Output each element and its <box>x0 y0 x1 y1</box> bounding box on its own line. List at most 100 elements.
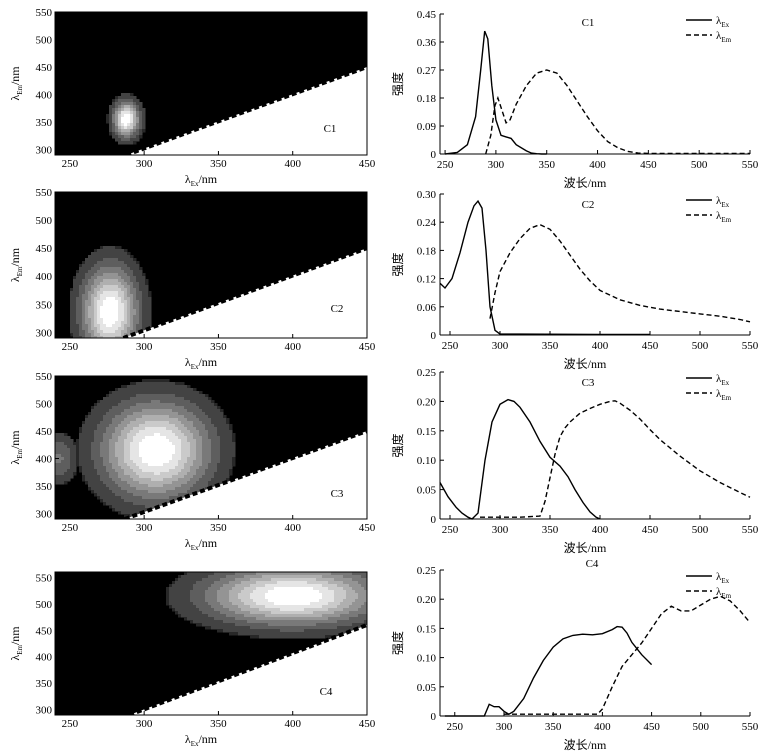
intensity-cell <box>283 626 287 630</box>
intensity-cell <box>343 596 347 600</box>
intensity-cell <box>130 487 134 491</box>
intensity-cell <box>94 327 98 331</box>
intensity-cell <box>142 490 146 494</box>
intensity-cell <box>334 590 338 594</box>
intensity-cell <box>106 403 110 407</box>
intensity-cell <box>274 602 278 606</box>
intensity-cell <box>85 297 89 301</box>
intensity-cell <box>100 270 104 274</box>
intensity-cell <box>331 584 335 588</box>
intensity-cell <box>112 478 116 482</box>
intensity-cell <box>91 433 95 437</box>
y-tick-label: 550 <box>36 371 53 383</box>
intensity-cell <box>199 433 203 437</box>
intensity-cell <box>142 457 146 461</box>
intensity-cell <box>193 466 197 470</box>
intensity-cell <box>124 96 128 100</box>
intensity-cell <box>136 427 140 431</box>
intensity-cell <box>220 587 224 591</box>
intensity-cell <box>274 590 278 594</box>
intensity-cell <box>64 454 68 458</box>
intensity-cell <box>136 330 140 334</box>
intensity-cell <box>58 475 62 479</box>
intensity-cell <box>151 409 155 413</box>
intensity-cell <box>139 312 143 316</box>
intensity-cell <box>127 499 131 503</box>
cutoff-edge <box>125 65 367 155</box>
intensity-cell <box>160 448 164 452</box>
intensity-cell <box>328 623 332 627</box>
intensity-cell <box>130 117 134 121</box>
intensity-cell <box>310 623 314 627</box>
intensity-cell <box>136 114 140 118</box>
intensity-cell <box>172 382 176 386</box>
intensity-cell <box>100 252 104 256</box>
intensity-cell <box>214 421 218 425</box>
intensity-cell <box>67 436 71 440</box>
intensity-cell <box>262 587 266 591</box>
intensity-cell <box>76 463 80 467</box>
intensity-cell <box>271 632 275 636</box>
intensity-cell <box>127 96 131 100</box>
intensity-cell <box>70 469 74 473</box>
intensity-cell <box>355 599 359 603</box>
intensity-cell <box>121 469 125 473</box>
intensity-cell <box>199 623 203 627</box>
intensity-cell <box>73 282 77 286</box>
intensity-cell <box>127 430 131 434</box>
intensity-cell <box>169 605 173 609</box>
intensity-cell <box>319 581 323 585</box>
intensity-cell <box>226 578 230 582</box>
intensity-cell <box>214 445 218 449</box>
intensity-cell <box>331 578 335 582</box>
intensity-cell <box>283 623 287 627</box>
intensity-cell <box>67 451 71 455</box>
intensity-cell <box>190 439 194 443</box>
intensity-cell <box>205 448 209 452</box>
intensity-cell <box>313 629 317 633</box>
intensity-cell <box>346 572 350 576</box>
intensity-cell <box>187 430 191 434</box>
intensity-cell <box>145 394 149 398</box>
intensity-cell <box>109 321 113 325</box>
intensity-cell <box>286 608 290 612</box>
intensity-cell <box>184 575 188 579</box>
intensity-cell <box>202 617 206 621</box>
intensity-cell <box>364 614 367 618</box>
intensity-cell <box>178 445 182 449</box>
x-tick-label: 450 <box>359 522 376 534</box>
intensity-cell <box>106 448 110 452</box>
intensity-cell <box>130 406 134 410</box>
intensity-cell <box>208 590 212 594</box>
intensity-cell <box>106 412 110 416</box>
intensity-cell <box>358 608 362 612</box>
intensity-cell <box>124 330 128 334</box>
y-tick-label: 0.24 <box>417 217 437 229</box>
intensity-cell <box>322 602 326 606</box>
intensity-cell <box>133 141 137 145</box>
intensity-cell <box>256 575 260 579</box>
intensity-cell <box>202 430 206 434</box>
legend-label: λEx <box>716 195 730 209</box>
intensity-cell <box>166 424 170 428</box>
intensity-cell <box>220 590 224 594</box>
intensity-cell <box>295 602 299 606</box>
intensity-cell <box>55 469 59 473</box>
intensity-cell <box>313 620 317 624</box>
intensity-cell <box>88 466 92 470</box>
intensity-cell <box>316 587 320 591</box>
intensity-cell <box>184 490 188 494</box>
intensity-cell <box>196 418 200 422</box>
intensity-cell <box>208 584 212 588</box>
intensity-cell <box>106 475 110 479</box>
intensity-cell <box>193 611 197 615</box>
intensity-cell <box>220 593 224 597</box>
intensity-cell <box>127 99 131 103</box>
intensity-cell <box>292 587 296 591</box>
intensity-cell <box>322 617 326 621</box>
intensity-cell <box>175 403 179 407</box>
intensity-cell <box>103 273 107 277</box>
intensity-cell <box>334 623 338 627</box>
intensity-cell <box>136 475 140 479</box>
intensity-cell <box>352 608 356 612</box>
